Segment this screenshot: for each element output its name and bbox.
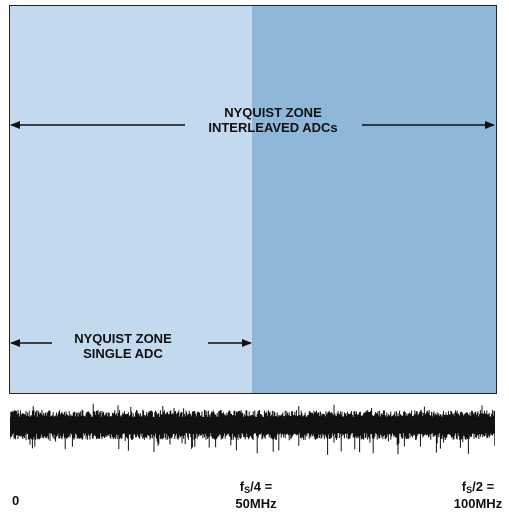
fs4-symbol: f [239, 479, 245, 494]
fs4-subscript: S [244, 485, 251, 495]
diagram-frame [9, 5, 497, 394]
interleaved-zone-line1: NYQUIST ZONE [224, 105, 322, 120]
axis-label-fs4: fS/4 = 50MHz [226, 480, 286, 511]
interleaved-zone-label: NYQUIST ZONE INTERLEAVED ADCs [178, 105, 368, 135]
axis-label-fs2: fS/2 = 100MHz [448, 480, 508, 511]
fs4-ratio: /4 = [250, 479, 273, 494]
fs2-subscript: S [466, 485, 473, 495]
single-adc-nyquist-region [10, 6, 252, 393]
noise-core-band [10, 417, 495, 433]
fs2-symbol: f [461, 479, 467, 494]
axis-label-zero: 0 [12, 493, 20, 508]
single-zone-label: NYQUIST ZONE SINGLE ADC [58, 331, 188, 361]
fs2-value: 100MHz [453, 496, 503, 511]
interleaved-adc-nyquist-region [252, 6, 496, 393]
single-zone-line2: SINGLE ADC [83, 346, 163, 361]
interleaved-zone-line2: INTERLEAVED ADCs [208, 120, 338, 135]
fs2-ratio: /2 = [472, 479, 495, 494]
noise-floor-waveform [10, 403, 495, 455]
fs4-value: 50MHz [235, 496, 277, 511]
single-zone-line1: NYQUIST ZONE [74, 331, 172, 346]
